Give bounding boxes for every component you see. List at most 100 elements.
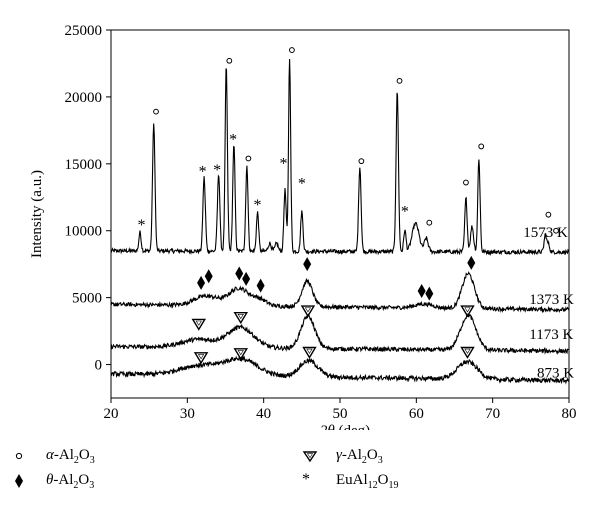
- legend-text: O: [366, 447, 378, 463]
- circle-marker-icon: [12, 446, 46, 464]
- legend-sub: 3: [89, 480, 95, 491]
- gamma-marker: [300, 305, 316, 318]
- legend-text: EuAl: [336, 472, 368, 488]
- alpha-marker: [553, 227, 559, 234]
- legend-item-alpha: α-Al2O3: [12, 446, 95, 470]
- y-tick-label: 25000: [65, 23, 103, 39]
- legend-text: -Al: [53, 447, 74, 463]
- gamma-marker: [233, 312, 249, 325]
- legend-sub: 2: [73, 455, 79, 466]
- x-tick-label: 40: [256, 406, 271, 422]
- trace-1373k: [110, 271, 570, 314]
- alpha-marker: [289, 47, 295, 53]
- alpha-marker: [245, 155, 252, 162]
- y-tick-label: 10000: [65, 224, 103, 240]
- alpha-marker: [226, 57, 233, 64]
- theta-marker: [303, 257, 312, 272]
- theta-marker: [256, 278, 265, 293]
- series-label: 1173 K: [529, 327, 573, 343]
- legend-item-gamma: γ-Al2O3: [302, 446, 383, 470]
- eual-marker: *: [138, 217, 146, 234]
- legend-text: O: [78, 447, 90, 463]
- x-tick-label: 30: [180, 406, 195, 422]
- x-tick-label: 20: [104, 406, 119, 422]
- gamma-marker-inner: [464, 348, 471, 354]
- theta-marker: [235, 266, 244, 281]
- eual-marker: *: [280, 155, 288, 172]
- gamma-marker: [460, 346, 475, 359]
- alpha-marker: [463, 179, 469, 186]
- x-axis-label: 2θ (deg): [320, 423, 370, 430]
- eual-marker: *: [213, 162, 221, 179]
- legend-text: -Al: [53, 472, 74, 488]
- y-tick-label: 5000: [72, 291, 102, 307]
- legend-sub: 12: [367, 480, 378, 491]
- trace-873k: [110, 355, 570, 385]
- gamma-marker: [193, 352, 209, 365]
- legend-greek: γ: [336, 447, 342, 463]
- gamma-marker: [302, 346, 317, 359]
- gamma-marker-inner: [306, 348, 313, 354]
- y-tick-label: 15000: [65, 157, 103, 173]
- theta-marker: [425, 286, 434, 301]
- y-tick-label: 0: [95, 358, 103, 374]
- theta-marker: [242, 271, 251, 286]
- eual-marker: *: [298, 176, 306, 193]
- x-tick-label: 50: [333, 406, 348, 422]
- x-tick-label: 70: [485, 406, 500, 422]
- diamond-marker-icon: [12, 471, 46, 489]
- y-axis-label: Intensity (a.u.): [29, 170, 45, 258]
- eual-marker: *: [254, 197, 262, 214]
- theta-marker: [467, 255, 476, 270]
- gamma-marker-inner: [195, 320, 202, 326]
- peak-markers: * * * * * * * *: [138, 47, 559, 365]
- alpha-marker: [153, 108, 159, 115]
- asterisk-marker-icon: *: [302, 471, 310, 488]
- alpha-marker: [396, 77, 403, 84]
- legend-sub: 3: [377, 455, 383, 466]
- y-tick-label: 20000: [65, 90, 103, 106]
- x-tick-label: 80: [562, 406, 577, 422]
- triangle-marker-icon: [302, 446, 336, 464]
- legend-greek: θ: [46, 472, 54, 488]
- x-tick-label: 60: [409, 406, 424, 422]
- legend-item-theta: θ-Al2O3: [12, 471, 94, 495]
- theta-marker: [417, 283, 426, 298]
- xrd-chart: 20 30 40 50 60 70 80 0 5000 10000 15000 20000 25000 2…: [29, 23, 577, 430]
- eual-marker: *: [199, 164, 207, 181]
- traces: [110, 58, 570, 385]
- legend-sub: 2: [73, 480, 79, 491]
- gamma-marker-inner: [237, 350, 244, 356]
- eual-marker: *: [401, 204, 409, 221]
- series-label: 1373 K: [529, 292, 574, 308]
- legend-text: O: [78, 472, 90, 488]
- gamma-marker: [460, 305, 475, 318]
- legend: α-Al2O3 γ-Al2O3 θ-Al2O3 * EuAl12O19: [0, 440, 600, 515]
- legend-item-eu: * EuAl12O19: [302, 471, 399, 495]
- series-labels: 1573 K 1373 K 1173 K 873 K: [523, 225, 574, 382]
- legend-sub: 19: [388, 480, 399, 491]
- series-label: 1573 K: [523, 225, 568, 241]
- legend-text: O: [377, 472, 389, 488]
- alpha-marker: [426, 219, 433, 226]
- axes: 20 30 40 50 60 70 80 0 5000 10000 15000 20000 25000 2…: [29, 23, 577, 430]
- gamma-marker-inner: [237, 314, 244, 320]
- gamma-marker-inner: [464, 307, 471, 313]
- legend-sub: 2: [361, 455, 367, 466]
- eual-marker: *: [229, 131, 237, 148]
- alpha-marker: [478, 143, 485, 150]
- trace-1173k: [110, 313, 570, 355]
- trace-1573k: [110, 58, 570, 257]
- gamma-marker: [191, 318, 207, 331]
- theta-marker: [197, 275, 206, 290]
- series-label: 873 K: [537, 366, 574, 382]
- gamma-marker: [233, 348, 249, 361]
- alpha-marker: [545, 211, 552, 218]
- legend-sub: 3: [89, 455, 95, 466]
- alpha-marker: [358, 158, 365, 165]
- legend-text: -Al: [341, 447, 362, 463]
- gamma-marker-inner: [304, 307, 312, 313]
- legend-greek: α: [46, 447, 54, 463]
- theta-marker: [204, 269, 213, 284]
- gamma-marker-inner: [197, 354, 205, 360]
